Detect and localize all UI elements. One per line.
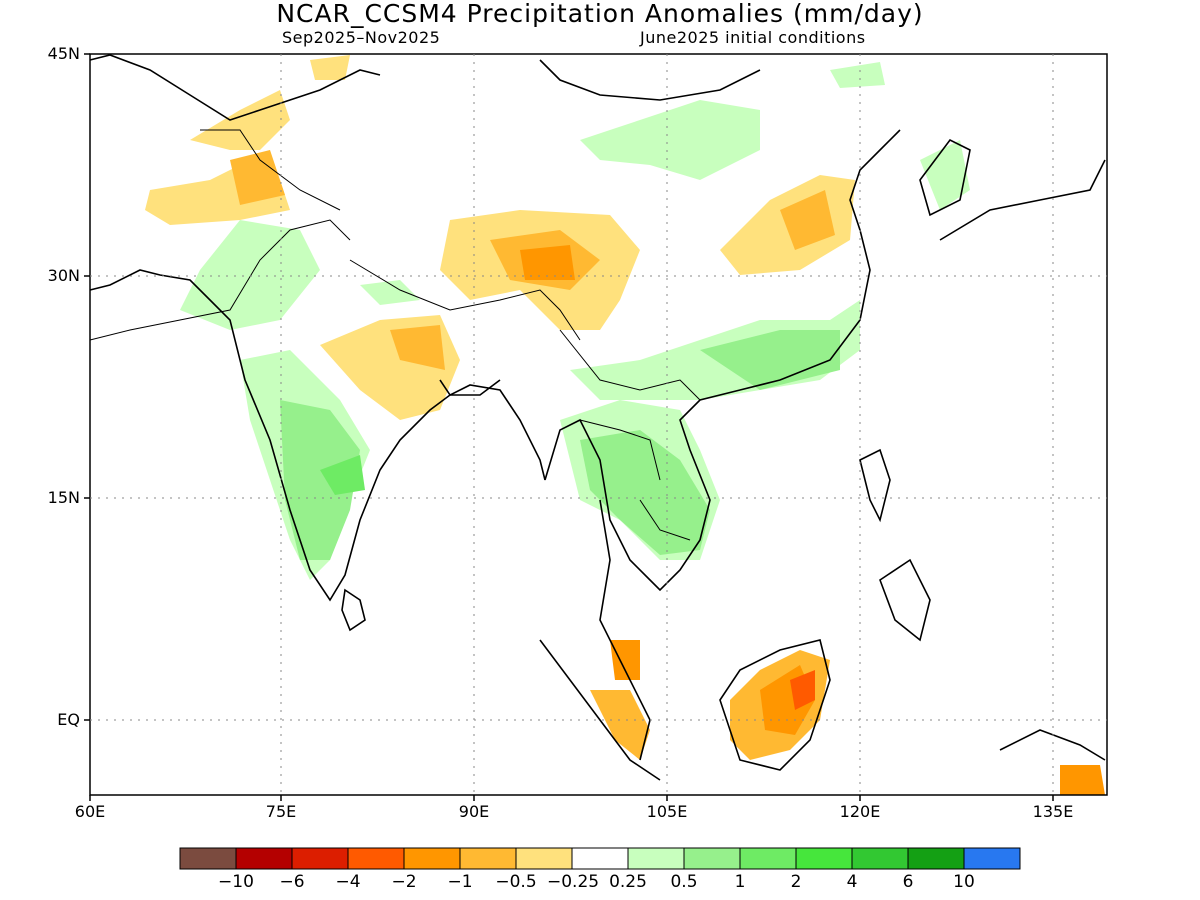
- lon-label-75e: 75E: [265, 802, 297, 821]
- colorbar: [179, 847, 1021, 870]
- colorbar-tick-label: 1: [734, 872, 746, 892]
- colorbar-tick-label: 0.5: [670, 872, 698, 892]
- lon-label-105e: 105E: [646, 802, 688, 821]
- coastlines: [89, 54, 1106, 781]
- lon-label-60e: 60E: [74, 802, 106, 821]
- colorbar-bin: [571, 847, 629, 870]
- colorbar-tick-label: −2: [391, 872, 417, 892]
- colorbar-bin: [683, 847, 741, 870]
- map-frame: [89, 53, 1108, 796]
- colorbar-bin: [627, 847, 685, 870]
- colorbar-tick-label: −10: [218, 872, 254, 892]
- colorbar-bin: [963, 847, 1021, 870]
- colorbar-tick-label: −6: [279, 872, 305, 892]
- colorbar-tick-label: 0.25: [609, 872, 647, 892]
- colorbar-bin: [907, 847, 965, 870]
- colorbar-bin: [347, 847, 405, 870]
- colorbar-tick-label: −4: [335, 872, 361, 892]
- colorbar-tick-label: 4: [846, 872, 858, 892]
- lat-label-45n: 45N: [47, 44, 80, 63]
- lon-label-135e: 135E: [1032, 802, 1074, 821]
- colorbar-bin: [739, 847, 797, 870]
- colorbar-bin: [291, 847, 349, 870]
- initial-conditions-label: June2025 initial conditions: [640, 28, 866, 47]
- colorbar-bin: [795, 847, 853, 870]
- lat-label-eq: EQ: [57, 710, 80, 729]
- lat-label-15n: 15N: [47, 488, 80, 507]
- colorbar-tick-label: 2: [790, 872, 802, 892]
- colorbar-tick-label: 10: [953, 872, 975, 892]
- colorbar-tick-label: −0.25: [547, 872, 600, 892]
- colorbar-bin: [459, 847, 517, 870]
- lon-label-90e: 90E: [458, 802, 490, 821]
- colorbar-bin: [403, 847, 461, 870]
- lon-label-120e: 120E: [839, 802, 881, 821]
- colorbar-tick-label: −1: [447, 872, 473, 892]
- gridlines: [90, 54, 1107, 795]
- colorbar-bin: [235, 847, 293, 870]
- colorbar-bin: [851, 847, 909, 870]
- colorbar-tick-label: 6: [902, 872, 914, 892]
- colorbar-tick-label: −0.5: [495, 872, 537, 892]
- map-title: NCAR_CCSM4 Precipitation Anomalies (mm/d…: [276, 0, 924, 28]
- axis-ticks: [84, 53, 1054, 801]
- lat-label-30n: 30N: [47, 266, 80, 285]
- country-borders: [89, 129, 701, 541]
- colorbar-bin: [179, 847, 237, 870]
- season-label: Sep2025–Nov2025: [282, 28, 441, 47]
- colorbar-bin: [515, 847, 573, 870]
- anomaly-shading: [145, 55, 1105, 795]
